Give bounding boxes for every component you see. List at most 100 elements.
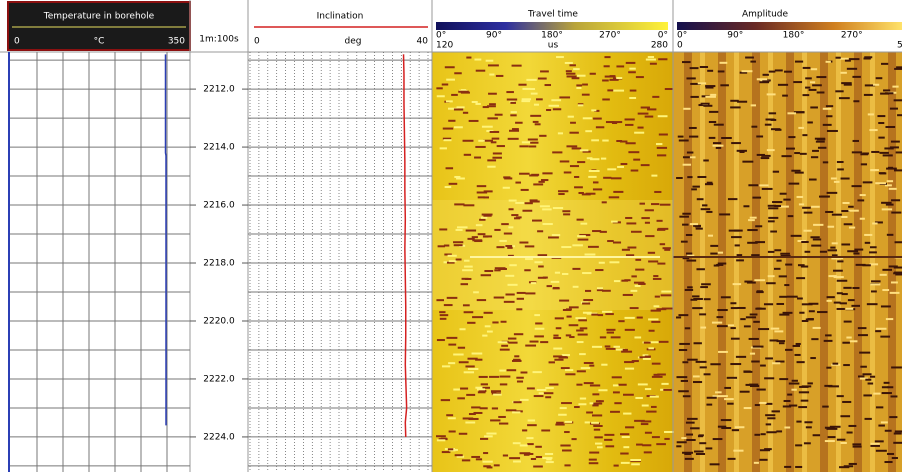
dash bbox=[692, 186, 699, 188]
dash bbox=[848, 425, 856, 427]
dash bbox=[648, 318, 658, 320]
dash bbox=[552, 151, 562, 153]
dash bbox=[654, 305, 660, 307]
dash bbox=[579, 353, 586, 355]
dash bbox=[591, 139, 599, 141]
dash bbox=[506, 409, 516, 411]
dash bbox=[877, 115, 885, 117]
dash bbox=[555, 317, 564, 319]
dash bbox=[621, 351, 632, 353]
dash bbox=[883, 154, 893, 156]
dash bbox=[744, 407, 752, 409]
dash bbox=[715, 391, 722, 393]
dash bbox=[589, 452, 599, 454]
inclination-header[interactable]: Inclination 0 deg 40 bbox=[254, 12, 428, 47]
dash bbox=[484, 270, 493, 272]
dash bbox=[716, 316, 723, 318]
dash bbox=[538, 265, 544, 267]
dash bbox=[525, 245, 535, 247]
dash bbox=[865, 242, 870, 244]
dash bbox=[831, 177, 837, 179]
dash bbox=[682, 213, 690, 215]
dash bbox=[797, 361, 805, 363]
dash bbox=[870, 376, 875, 378]
dash bbox=[609, 79, 618, 81]
dash bbox=[848, 206, 854, 208]
dash bbox=[842, 401, 851, 403]
azimuth-label: 90° bbox=[727, 31, 743, 41]
dash bbox=[605, 313, 613, 315]
dash bbox=[803, 67, 811, 69]
dash bbox=[813, 434, 820, 436]
dash bbox=[871, 151, 879, 153]
dash bbox=[764, 303, 773, 305]
dash bbox=[805, 77, 812, 79]
depth-label: 2214.0 bbox=[203, 143, 235, 153]
dash bbox=[553, 287, 560, 289]
dash bbox=[513, 461, 521, 463]
dash bbox=[490, 131, 500, 133]
dash bbox=[448, 448, 453, 450]
dash bbox=[767, 149, 775, 151]
dash bbox=[474, 157, 481, 159]
azimuth-label: 0° bbox=[436, 31, 446, 41]
dash bbox=[508, 284, 518, 286]
dash bbox=[572, 147, 582, 149]
dash bbox=[766, 431, 776, 433]
temperature-header[interactable]: Temperature in borehole 0 °C 350 bbox=[8, 2, 190, 50]
dash bbox=[802, 207, 811, 209]
dash bbox=[645, 209, 654, 211]
dash bbox=[583, 312, 592, 314]
dash bbox=[868, 113, 874, 115]
dash bbox=[458, 347, 465, 349]
dash bbox=[842, 342, 850, 344]
azimuth-label: 180° bbox=[541, 31, 563, 41]
dash bbox=[643, 358, 651, 360]
dash bbox=[547, 285, 552, 287]
dash bbox=[451, 94, 458, 96]
dash bbox=[816, 76, 826, 78]
dash bbox=[626, 254, 634, 256]
dash bbox=[765, 357, 773, 359]
dash bbox=[805, 251, 811, 253]
dash bbox=[556, 422, 564, 424]
dash bbox=[638, 113, 649, 115]
dash bbox=[897, 114, 902, 116]
dash bbox=[539, 392, 544, 394]
dash bbox=[621, 462, 630, 464]
dash bbox=[804, 421, 812, 423]
dash bbox=[558, 190, 568, 192]
scale-max: 280 bbox=[651, 41, 668, 51]
dash bbox=[463, 304, 470, 306]
dash bbox=[869, 251, 877, 253]
dash bbox=[534, 395, 544, 397]
dash bbox=[746, 316, 756, 318]
dash bbox=[644, 342, 651, 344]
dash bbox=[457, 397, 465, 399]
dash bbox=[504, 233, 512, 235]
dash bbox=[840, 72, 847, 74]
dash bbox=[858, 327, 867, 329]
dash bbox=[768, 251, 775, 253]
dash bbox=[852, 443, 861, 445]
dash bbox=[633, 159, 640, 161]
dash bbox=[648, 56, 654, 58]
dash bbox=[824, 340, 833, 342]
dash bbox=[787, 296, 798, 298]
dash bbox=[588, 246, 599, 248]
dash bbox=[614, 402, 621, 404]
dash bbox=[472, 236, 478, 238]
dash bbox=[894, 68, 902, 70]
dash bbox=[484, 312, 493, 314]
dash bbox=[525, 202, 533, 204]
dash bbox=[791, 235, 802, 237]
dash bbox=[479, 376, 488, 378]
dash bbox=[799, 203, 804, 205]
dash bbox=[891, 281, 898, 283]
dash bbox=[560, 445, 570, 447]
dash bbox=[779, 314, 789, 316]
dash bbox=[572, 77, 580, 79]
dash bbox=[519, 145, 528, 147]
dash bbox=[823, 124, 832, 126]
dash bbox=[527, 424, 537, 426]
